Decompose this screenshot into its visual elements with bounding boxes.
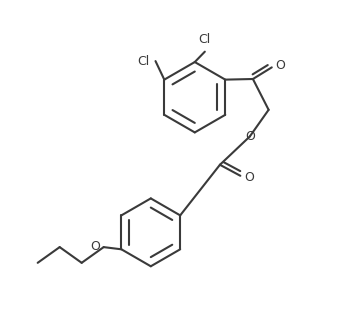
Text: Cl: Cl: [199, 33, 211, 46]
Text: O: O: [275, 59, 285, 72]
Text: O: O: [244, 171, 254, 184]
Text: O: O: [245, 130, 255, 143]
Text: Cl: Cl: [138, 55, 150, 68]
Text: O: O: [91, 240, 100, 253]
